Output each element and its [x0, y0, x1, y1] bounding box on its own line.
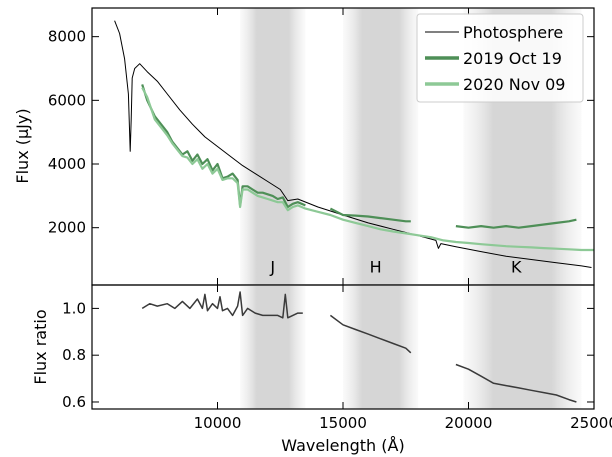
series-2019-oct-19-line-1: [329, 207, 411, 223]
legend-entry-2019-oct-19: 2019 Oct 19: [463, 49, 562, 68]
y-tick-label: 1.0: [62, 299, 86, 317]
series-photosphere-line-0: [114, 20, 592, 268]
series-ratio-line-0: [141, 291, 303, 319]
series-2020-nov-09-line-0: [141, 87, 594, 252]
x-tick-label: 20000: [445, 414, 493, 432]
y-tick-label: 0.6: [62, 393, 86, 411]
y-ticks-top: 2000 4000 6000 8000: [48, 28, 594, 237]
x-tick-label: 25000: [570, 414, 612, 432]
band-k-shade: [463, 285, 582, 409]
y-axis-label-ratio: Flux ratio: [31, 309, 50, 384]
x-tick-label: 15000: [319, 414, 367, 432]
x-ticks-top: [217, 8, 595, 285]
spectrum-panel: J H K 2000 4000 6000 8000 Flux (μJy) Photosph…: [13, 7, 595, 286]
y-tick-label: 4000: [48, 155, 86, 173]
x-tick-label: 10000: [194, 414, 242, 432]
band-label-k: K: [511, 257, 522, 276]
y-ticks-bottom: 0.6 0.8 1.0: [62, 299, 594, 411]
ratio-panel: 0.6 0.8 1.0 10000 15000 20000 25000 Flux rati…: [31, 284, 612, 455]
y-tick-label: 8000: [48, 28, 86, 46]
band-h-shade: [343, 8, 419, 285]
series-ratio-line-1: [329, 314, 412, 354]
series-ratio-line-2: [455, 363, 577, 403]
legend-entry-photosphere: Photosphere: [463, 23, 563, 42]
legend-entry-2020-nov-09: 2020 Nov 09: [463, 75, 565, 94]
legend-frame: [416, 13, 584, 103]
y-tick-label: 0.8: [62, 346, 86, 364]
series-lines: [141, 291, 577, 403]
y-tick-label: 6000: [48, 91, 86, 109]
y-axis-label-flux: Flux (μJy): [13, 108, 32, 183]
legend: Photosphere 2019 Oct 19 2020 Nov 09: [416, 13, 584, 103]
series-lines: [114, 20, 594, 268]
y-tick-label: 2000: [48, 219, 86, 237]
band-h-shade: [343, 285, 419, 409]
band-label-h: H: [370, 257, 382, 276]
band-j-shade: [240, 285, 306, 409]
x-ticks-bottom: 10000 15000 20000 25000: [194, 285, 612, 432]
band-label-j: J: [269, 257, 275, 276]
x-axis-label-wavelength: Wavelength (Å): [281, 436, 404, 455]
band-j-shade: [240, 8, 306, 285]
series-2019-oct-19-line-2: [455, 218, 577, 229]
